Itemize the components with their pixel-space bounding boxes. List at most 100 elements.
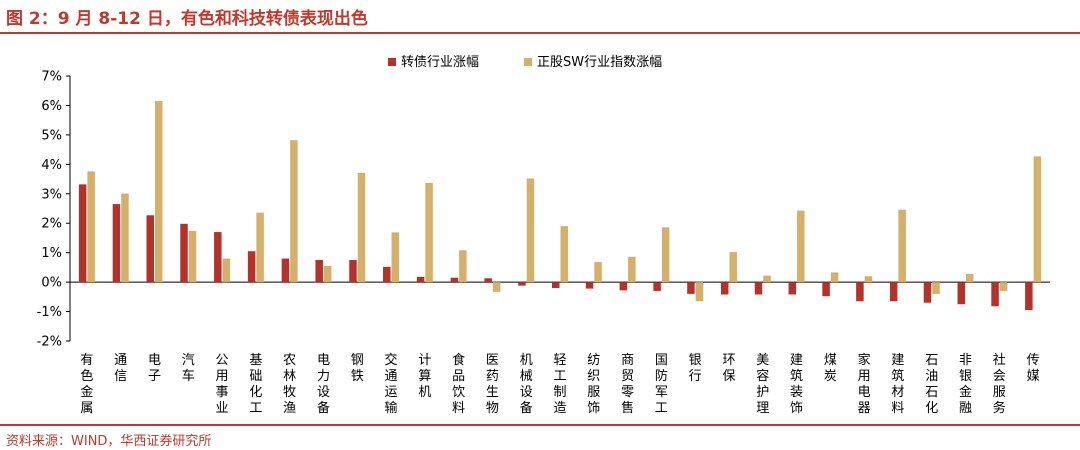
bar-convertible [585,282,594,289]
bar-stock-index [526,178,535,283]
bar-stock-index [290,140,298,283]
bar-convertible [247,251,256,283]
legend-swatch-convertible [388,58,396,66]
source-divider [0,424,1080,426]
x-category-label: 轻工制造 [553,353,566,416]
x-category-label: 电力设备 [317,353,330,416]
chart-title: 图 2：9 月 8-12 日，有色和科技转债表现出色 [6,9,368,29]
bar-stock-index [797,210,805,283]
x-category-label: 环保 [722,353,735,384]
bar-stock-index [560,226,568,283]
y-tick-label: 4% [41,158,62,173]
bar-stock-index [256,212,264,283]
bar-convertible [754,282,763,295]
bar-stock-index [830,272,839,283]
bar-stock-index [864,276,873,283]
y-tick-label: 6% [41,99,62,114]
bar-stock-index [492,282,501,292]
bar-convertible [78,184,87,283]
y-tick-label: 0% [41,276,62,291]
bar-stock-index [932,282,940,294]
bar-stock-index [1033,156,1042,283]
bar-convertible [518,282,526,286]
x-category-label: 公用事业 [216,353,229,416]
y-tick-label: 7% [41,70,62,85]
bar-stock-index [628,256,636,283]
x-category-label: 机械设备 [520,353,533,416]
x-category-label: 交通运输 [385,352,398,416]
x-category-label: 电子 [148,353,161,384]
bar-convertible [619,282,628,291]
bar-stock-index [425,182,433,283]
bar-stock-index [391,232,400,283]
bar-convertible [146,215,154,283]
bar-stock-index [763,275,771,283]
bar-convertible [889,282,898,302]
bar-stock-index [999,282,1008,291]
bar-convertible [315,260,323,283]
bar-stock-index [357,172,366,283]
x-category-label: 煤炭 [824,353,837,384]
bar-convertible [788,282,797,295]
bar-convertible [653,282,661,291]
title-divider [0,32,1080,34]
bar-stock-index [87,171,95,283]
bar-stock-index [222,258,231,283]
x-category-label: 家用电器 [858,352,871,416]
bar-convertible [1025,282,1033,311]
bar-convertible [112,204,121,283]
bar-convertible [991,282,999,307]
x-category-label: 计算机 [418,353,431,400]
x-category-label: 社会服务 [993,352,1006,416]
y-tick-label: 5% [41,128,62,143]
x-category-label: 传媒 [1027,353,1040,384]
x-category-label: 有色金属 [80,353,93,416]
bar-convertible [214,232,222,283]
x-category-label: 美容护理 [756,353,769,416]
bar-stock-index [323,265,332,283]
x-category-label: 非银金融 [959,353,972,416]
x-category-label: 商贸零售 [621,353,634,416]
bar-stock-index [188,230,197,283]
x-category-label: 农林牧渔 [283,353,296,416]
source-note: 资料来源：WIND，华西证券研究所 [6,434,212,449]
x-category-label: 汽车 [182,353,195,384]
x-category-label: 食品饮料 [452,352,465,416]
bar-stock-index [695,282,704,302]
bar-stock-index [121,193,129,283]
x-category-label: 石油石化 [925,353,938,416]
x-category-label: 建筑装饰 [790,353,803,416]
x-category-label: 医药生物 [486,353,499,416]
bar-stock-index [729,252,737,283]
bar-stock-index [661,227,670,283]
legend-label-stock-index: 正股SW行业指数涨幅 [537,55,662,70]
x-category-label: 基础化工 [249,353,262,416]
bar-stock-index [898,209,906,283]
bar-convertible [180,223,188,283]
bar-stock-index [154,101,163,283]
x-category-label: 通信 [114,353,127,384]
x-category-label: 建筑材料 [891,353,904,416]
bar-stock-index [459,250,467,283]
bar-convertible [552,282,560,288]
bar-convertible [484,278,492,283]
bar-stock-index [594,262,602,283]
bar-convertible [383,266,391,283]
bar-convertible [416,276,425,283]
legend-label-convertible: 转债行业涨幅 [401,55,479,70]
y-tick-label: -1% [37,305,62,320]
x-category-label: 钢铁 [351,353,364,384]
y-tick-label: 3% [41,187,62,202]
bar-convertible [923,282,932,303]
y-tick-label: 2% [41,217,62,232]
bar-stock-index [966,273,974,283]
bar-convertible [957,282,966,305]
x-category-label: 纺织服饰 [587,353,600,416]
bar-convertible [687,282,695,294]
bar-convertible [720,282,729,295]
bar-convertible [822,282,830,297]
y-tick-label: 1% [41,246,62,261]
bar-convertible [856,282,864,302]
bar-convertible [450,277,459,283]
